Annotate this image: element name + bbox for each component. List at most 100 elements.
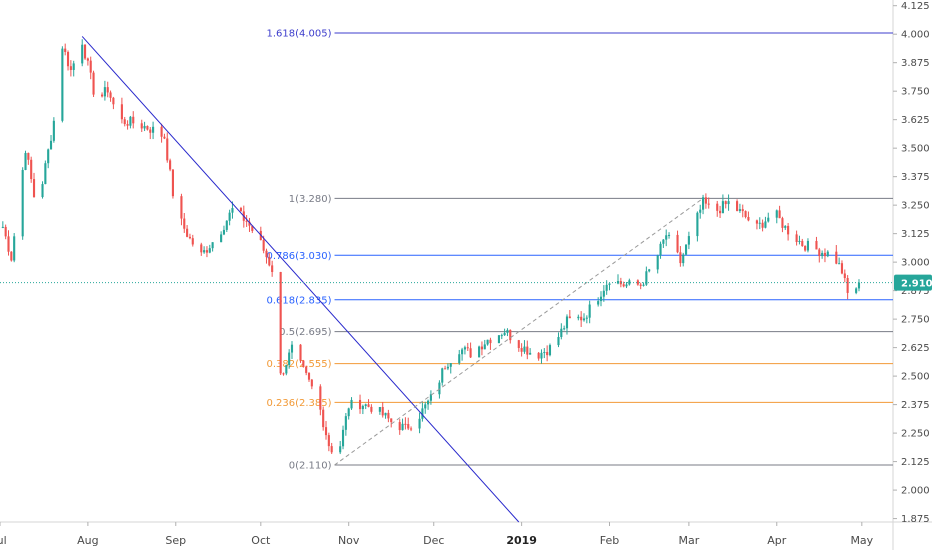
y-tick-label: 1.875 [901, 514, 930, 525]
candle-body [52, 120, 55, 141]
y-tick-label: 3.875 [901, 58, 930, 69]
candle-body [285, 365, 288, 374]
candle-body [208, 248, 211, 253]
fib-level-label: 1(3.280) [289, 194, 332, 205]
candle-body [466, 347, 469, 349]
candle-body [307, 372, 311, 380]
candle-body [648, 269, 651, 272]
candle-body [344, 416, 347, 430]
x-tick-label: Mar [679, 534, 700, 547]
candle-body [840, 263, 844, 274]
descending-trendline [81, 36, 520, 523]
candle-body [66, 51, 70, 67]
candle-body [120, 104, 123, 120]
candle-body [520, 348, 523, 352]
candle-body [529, 352, 532, 355]
candle-body [605, 284, 608, 291]
candle-body [707, 203, 710, 205]
candle-body [699, 209, 702, 213]
x-tick-label: Sep [165, 534, 186, 547]
candle-body [577, 316, 580, 319]
candle-body [143, 125, 146, 129]
candle-body [350, 399, 353, 409]
candle-body [160, 126, 163, 137]
candle-body [24, 152, 27, 170]
candle-body [310, 379, 313, 387]
candle-body [282, 373, 285, 375]
candle-body [736, 201, 739, 211]
candle-body [341, 429, 345, 447]
candle-body [126, 124, 129, 126]
candle-body [483, 344, 486, 350]
candle-body [764, 221, 767, 228]
candle-body [288, 352, 291, 366]
candle-body [537, 352, 540, 359]
candle-body [480, 346, 483, 350]
last-price-badge [894, 274, 932, 291]
y-tick-label: 2.250 [901, 429, 930, 440]
candle-body [166, 138, 169, 161]
candle-body [21, 169, 24, 237]
candle-body [636, 280, 639, 285]
candle-body [140, 123, 143, 129]
x-tick-label: 2019 [506, 534, 537, 547]
candle-body [69, 66, 72, 70]
candle-body [378, 406, 381, 412]
candle-body [390, 418, 393, 423]
candle-body [449, 363, 452, 367]
candle-body [290, 344, 294, 353]
candle-body [526, 346, 529, 355]
candle-body [418, 418, 421, 429]
candle-body [27, 152, 30, 160]
y-tick-label: 3.375 [901, 172, 930, 183]
candle-body [407, 424, 410, 429]
candle-body [645, 271, 648, 285]
candle-body [239, 208, 243, 212]
candle-body [404, 423, 407, 425]
candle-body [826, 251, 829, 257]
x-axis: Jul Aug Sep Oct Nov Dec 2019 Feb Mar Apr May [0, 522, 874, 547]
x-tick-label: Dec [423, 534, 444, 547]
last-price-marker: 2.910 [0, 274, 932, 291]
candle-body [781, 218, 784, 228]
last-price-label: 2.910 [901, 279, 932, 290]
candle-body [684, 244, 688, 255]
candle-body [222, 229, 226, 235]
candle-body [231, 208, 234, 213]
candle-body [806, 240, 810, 251]
candle-body [180, 196, 183, 219]
x-tick-label: Jul [0, 534, 7, 547]
candle-body [1, 226, 4, 228]
fib-level-label: 0.5(2.695) [279, 327, 331, 338]
candle-body [220, 234, 223, 243]
candle-body [364, 404, 367, 406]
candle-body [13, 236, 16, 261]
candle-body [568, 316, 571, 319]
candle-body [169, 160, 172, 170]
candle-body [489, 339, 492, 344]
candle-body [268, 257, 271, 266]
candle-body [469, 348, 472, 358]
drawings [81, 36, 704, 523]
x-tick-label: Aug [77, 534, 98, 547]
fib-level-label: 1.618(4.005) [266, 29, 331, 40]
candle-body [701, 197, 705, 210]
candle-body [602, 290, 605, 297]
candle-body [32, 179, 36, 198]
candle-body [72, 63, 75, 70]
candle-body [81, 44, 84, 64]
candle-body [370, 406, 373, 412]
y-tick-label: 2.500 [901, 372, 930, 383]
candle-body [225, 220, 228, 230]
candle-body [784, 225, 787, 228]
x-tick-label: Nov [338, 534, 360, 547]
fib-level-label: 0(2.110) [289, 461, 332, 472]
candle-body [129, 116, 132, 126]
candle-body [744, 211, 747, 217]
candle-body [89, 60, 92, 73]
candle-body [421, 408, 424, 419]
fib-level-label: 0.786(3.030) [266, 251, 331, 262]
y-tick-label: 4.000 [901, 30, 930, 41]
candle-body [778, 210, 781, 219]
candle-body [410, 428, 413, 430]
